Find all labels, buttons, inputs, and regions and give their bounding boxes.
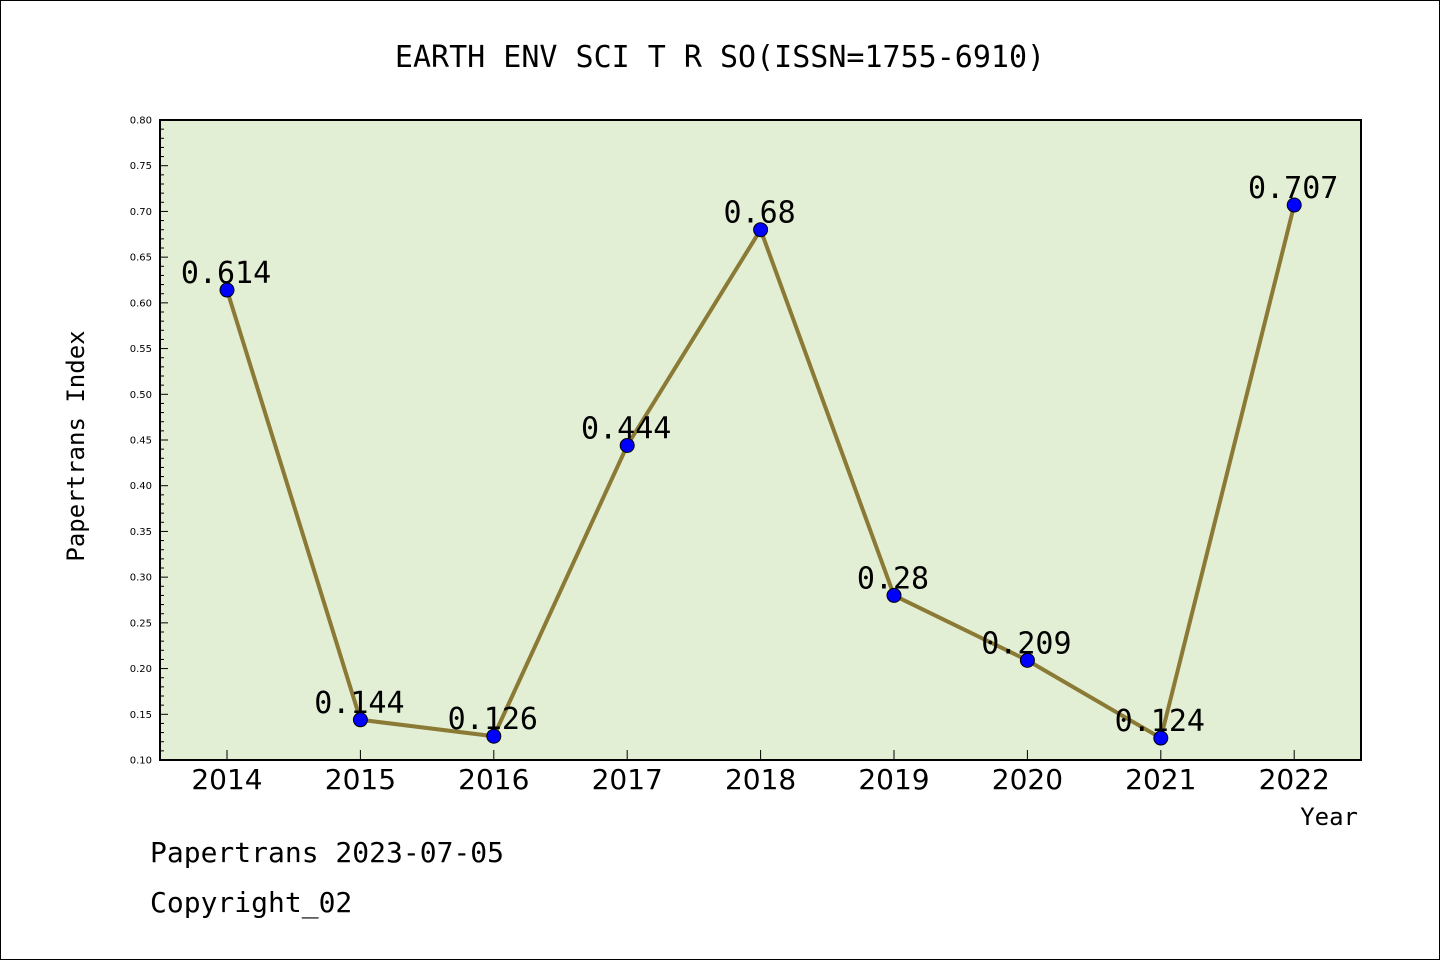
data-point — [486, 728, 502, 744]
data-label: 0.126 — [448, 702, 538, 737]
y-tick-label: 0.10 — [130, 756, 152, 767]
data-label: 0.28 — [857, 561, 929, 596]
x-tick-label: 2015 — [325, 763, 396, 796]
y-axis-label: Papertrans Index — [62, 330, 90, 561]
y-tick-label: 0.65 — [130, 253, 152, 264]
data-label: 0.444 — [581, 411, 671, 446]
y-tick-label: 0.60 — [130, 298, 152, 309]
y-tick-label: 0.40 — [130, 481, 152, 492]
data-point — [753, 222, 769, 238]
x-tick-label: 2018 — [725, 763, 796, 796]
y-axis: 0.10 0.15 0.20 0.25 0.30 0.35 0.40 0.45 0.50 0.55… — [130, 116, 168, 767]
chart-title: EARTH ENV SCI T R SO(ISSN=1755-6910) — [395, 40, 1045, 75]
x-tick-label: 2019 — [858, 763, 929, 796]
y-tick-label: 0.75 — [130, 161, 152, 172]
data-point — [1153, 730, 1169, 746]
footer-date: Papertrans 2023-07-05 — [150, 836, 505, 869]
data-point — [352, 712, 368, 728]
data-point — [1286, 197, 1302, 213]
y-tick-label: 0.55 — [130, 344, 152, 355]
x-tick-label: 2014 — [191, 763, 262, 796]
data-point — [619, 437, 635, 453]
x-tick-label: 2021 — [1125, 763, 1196, 796]
y-tick-label: 0.70 — [130, 207, 152, 218]
y-tick-label: 0.25 — [130, 618, 152, 629]
x-tick-label: 2017 — [592, 763, 663, 796]
data-label: 0.68 — [723, 196, 795, 231]
data-label: 0.209 — [981, 626, 1071, 661]
data-label: 0.144 — [314, 686, 404, 721]
data-point — [886, 587, 902, 603]
data-label: 0.124 — [1115, 704, 1205, 739]
x-tick-label: 2022 — [1259, 763, 1330, 796]
x-axis-label: Year — [1300, 803, 1358, 831]
footer-copyright: Copyright_02 — [150, 886, 353, 919]
y-tick-label: 0.15 — [130, 710, 152, 721]
series-line-group — [219, 197, 1302, 746]
data-label: 0.707 — [1248, 171, 1338, 206]
x-axis: 2014 2015 2016 2017 2018 2019 2020 2021 2022 — [191, 750, 1330, 796]
data-label: 0.614 — [181, 256, 271, 291]
data-point — [219, 282, 235, 298]
y-tick-label: 0.80 — [130, 116, 152, 127]
y-tick-label: 0.20 — [130, 664, 152, 675]
y-tick-label: 0.45 — [130, 436, 152, 447]
data-point — [1019, 652, 1035, 668]
x-tick-label: 2016 — [458, 763, 529, 796]
y-tick-label: 0.30 — [130, 573, 152, 584]
data-label-group: 0.614 0.144 0.126 0.444 0.68 0.28 0.209 0.124 0.… — [181, 171, 1339, 739]
y-tick-label: 0.50 — [130, 390, 152, 401]
x-tick-label: 2020 — [992, 763, 1063, 796]
y-tick-label: 0.35 — [130, 527, 152, 538]
